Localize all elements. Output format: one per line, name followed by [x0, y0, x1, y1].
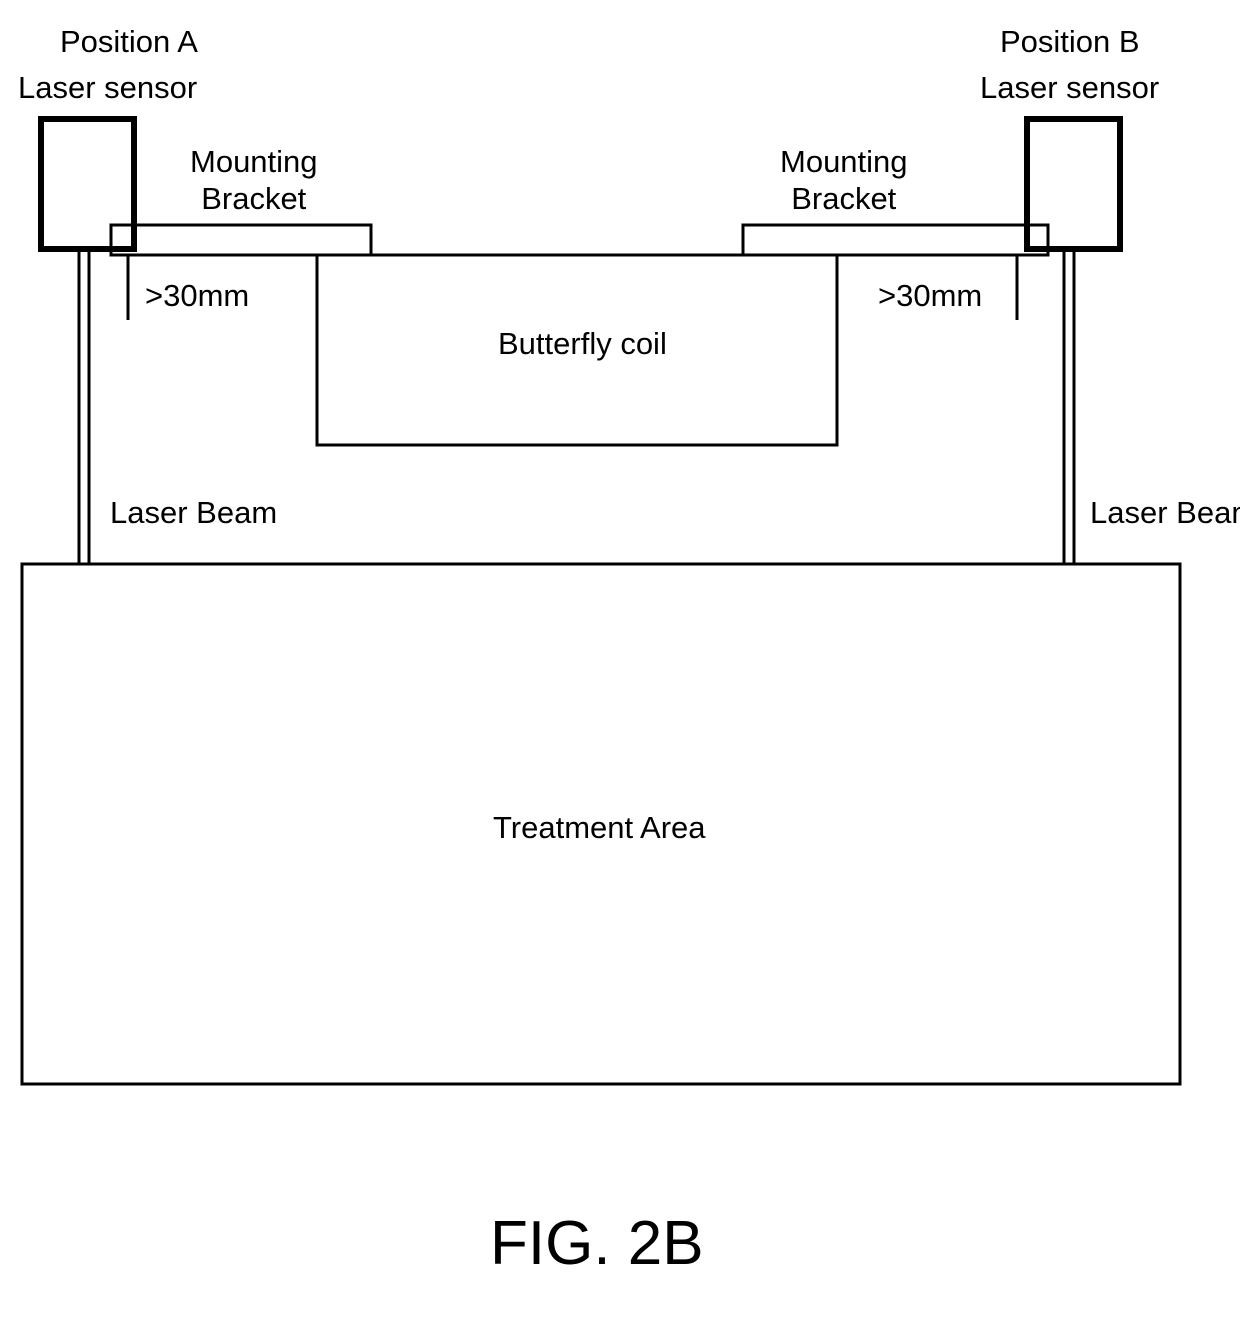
laser-sensor-left-label: Laser sensor: [18, 70, 197, 106]
distance-left-label: >30mm: [145, 278, 249, 314]
mounting-bracket-left-line2: Bracket: [201, 181, 306, 216]
position-a-label: Position A: [60, 24, 198, 60]
treatment-area-label: Treatment Area: [493, 810, 706, 846]
distance-right-label: >30mm: [878, 278, 982, 314]
mounting-bracket-right-label: Mounting Bracket: [780, 143, 908, 217]
mounting-bracket-left-label: Mounting Bracket: [190, 143, 318, 217]
laser-beam-right-label: Laser Beam: [1090, 495, 1240, 531]
left-bracket-box: [111, 225, 371, 255]
left-sensor-box: [41, 119, 134, 249]
position-b-label: Position B: [1000, 24, 1140, 60]
right-sensor-box: [1027, 119, 1120, 249]
mounting-bracket-right-line2: Bracket: [791, 181, 896, 216]
right-bracket-box: [743, 225, 1048, 255]
figure-title: FIG. 2B: [490, 1208, 704, 1279]
diagram-svg: [0, 0, 1240, 1337]
laser-sensor-right-label: Laser sensor: [980, 70, 1159, 106]
mounting-bracket-left-line1: Mounting: [190, 144, 318, 179]
mounting-bracket-right-line1: Mounting: [780, 144, 908, 179]
diagram-root: Position A Position B Laser sensor Laser…: [0, 0, 1240, 1337]
butterfly-coil-label: Butterfly coil: [498, 326, 667, 362]
laser-beam-left-label: Laser Beam: [110, 495, 277, 531]
